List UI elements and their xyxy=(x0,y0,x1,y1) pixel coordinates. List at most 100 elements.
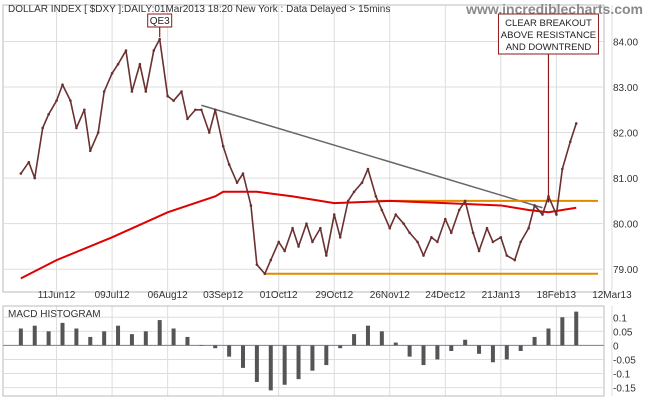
macd-histogram-bar xyxy=(74,328,79,346)
y-tick-label: 83.00 xyxy=(613,83,638,94)
price-point xyxy=(47,113,50,116)
macd-histogram-bar xyxy=(435,345,440,360)
price-point xyxy=(416,240,419,244)
price-point xyxy=(555,213,558,216)
price-point xyxy=(83,108,86,112)
macd-histogram-bar xyxy=(560,317,565,346)
price-point xyxy=(88,149,92,153)
macd-histogram-bar xyxy=(268,345,273,391)
x-tick-label: 09Jul12 xyxy=(95,290,130,301)
macd-y-tick-label: 0.1 xyxy=(613,313,627,324)
price-point xyxy=(485,226,489,230)
breakout-label-text: AND DOWNTREND xyxy=(506,42,592,53)
price-point xyxy=(27,160,31,164)
y-tick-label: 82.00 xyxy=(613,129,638,140)
price-point xyxy=(255,263,259,266)
price-point xyxy=(338,236,342,239)
price-point xyxy=(172,99,175,102)
price-point xyxy=(561,167,564,171)
macd-title: MACD HISTOGRAM xyxy=(8,309,101,320)
macd-histogram-bar xyxy=(129,334,134,346)
price-point xyxy=(388,226,392,230)
price-point xyxy=(533,204,536,207)
price-point xyxy=(138,62,142,66)
price-point xyxy=(430,236,433,239)
price-plot-frame xyxy=(2,4,605,293)
price-point xyxy=(291,226,294,230)
macd-histogram-bar xyxy=(324,345,329,366)
price-point xyxy=(69,99,72,102)
price-point xyxy=(380,208,384,212)
price-point xyxy=(116,62,120,66)
macd-histogram-bar xyxy=(421,345,426,366)
macd-histogram-bar xyxy=(88,336,93,346)
macd-plot-frame xyxy=(2,305,605,397)
price-point xyxy=(471,231,475,235)
price-point xyxy=(436,240,439,244)
x-tick-label: 11Jun12 xyxy=(38,290,76,301)
y-tick-label: 81.00 xyxy=(613,174,638,185)
price-point xyxy=(463,199,467,203)
macd-y-tick-label: 0 xyxy=(613,341,619,352)
x-tick-label: 26Nov12 xyxy=(370,290,410,301)
price-point xyxy=(422,254,425,257)
macd-histogram-bar xyxy=(352,334,357,346)
price-point xyxy=(325,254,328,257)
y-tick-label: 79.00 xyxy=(613,265,638,276)
price-point xyxy=(477,249,481,253)
price-point xyxy=(110,72,114,75)
macd-histogram-bar xyxy=(116,325,121,346)
price-point xyxy=(332,213,336,216)
price-panel: 79.00 80.00 81.00 82.00 83.00 84.00 11Jun12 09J… xyxy=(2,1,643,301)
macd-histogram-bar xyxy=(32,325,37,346)
price-point xyxy=(200,108,203,112)
price-point xyxy=(444,217,447,221)
x-tick-label: 21Jan13 xyxy=(482,290,521,301)
x-tick-label: 06Aug12 xyxy=(148,290,188,301)
price-point xyxy=(152,49,156,52)
price-point xyxy=(527,226,530,230)
price-point xyxy=(96,131,100,134)
price-point xyxy=(305,222,308,225)
price-point xyxy=(319,226,322,230)
price-point xyxy=(166,94,169,98)
chart-title: DOLLAR INDEX [ $DXY ]:DAILY:01Mar2013 18… xyxy=(8,4,390,15)
macd-histogram-bar xyxy=(477,345,482,354)
macd-histogram-bar xyxy=(310,345,315,371)
x-tick-label: 03Sep12 xyxy=(203,290,243,301)
price-point xyxy=(194,108,197,112)
qe3-label-box xyxy=(147,13,173,28)
macd-histogram-bar xyxy=(282,345,287,385)
macd-histogram-bar xyxy=(574,311,579,346)
macd-y-tick-label: -0.05 xyxy=(613,355,636,366)
breakout-label-text: ABOVE RESISTANCE xyxy=(501,30,596,41)
macd-histogram-bar xyxy=(532,336,537,346)
macd-histogram-bar xyxy=(296,345,301,380)
macd-histogram-bar xyxy=(254,345,259,382)
price-point xyxy=(457,208,461,212)
macd-histogram-bar xyxy=(60,322,65,346)
price-point xyxy=(394,213,398,216)
price-point xyxy=(180,90,183,93)
price-point xyxy=(227,163,231,166)
price-point xyxy=(408,231,411,235)
macd-histogram-bar xyxy=(199,345,204,346)
macd-histogram-bar xyxy=(518,345,523,351)
price-point xyxy=(144,90,148,93)
price-point xyxy=(505,254,509,257)
price-point xyxy=(346,199,350,203)
price-point xyxy=(130,90,134,93)
price-point xyxy=(249,204,253,207)
price-point xyxy=(352,190,356,194)
macd-histogram-bar xyxy=(143,331,148,346)
price-point xyxy=(449,231,453,235)
price-point xyxy=(124,49,128,52)
macd-histogram-bar xyxy=(546,328,551,346)
macd-histogram-bar xyxy=(407,345,412,357)
price-point xyxy=(235,181,239,184)
macd-histogram-bar xyxy=(365,325,370,346)
price-point xyxy=(360,181,364,184)
price-point xyxy=(41,126,44,130)
